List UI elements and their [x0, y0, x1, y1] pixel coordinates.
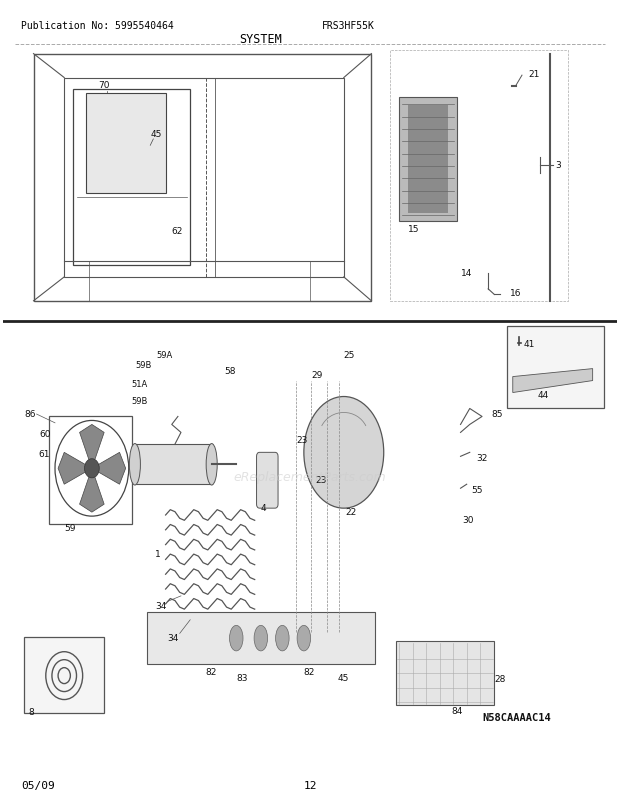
Ellipse shape	[276, 626, 289, 651]
Text: 22: 22	[345, 507, 357, 516]
Text: 29: 29	[311, 370, 322, 379]
Text: 59B: 59B	[132, 396, 148, 405]
Ellipse shape	[254, 626, 268, 651]
Polygon shape	[92, 453, 126, 484]
Text: Publication No: 5995540464: Publication No: 5995540464	[21, 21, 174, 31]
Text: 85: 85	[491, 410, 503, 419]
Text: 45: 45	[338, 673, 349, 682]
Ellipse shape	[304, 397, 384, 508]
Text: 55: 55	[471, 485, 482, 495]
Text: 8: 8	[29, 707, 34, 716]
Text: SYSTEM: SYSTEM	[239, 33, 282, 46]
Text: 59: 59	[64, 523, 76, 532]
Text: 34: 34	[155, 601, 167, 610]
Ellipse shape	[206, 444, 217, 485]
Text: 86: 86	[24, 410, 36, 419]
Text: 45: 45	[150, 130, 162, 139]
Text: 25: 25	[344, 350, 355, 359]
Text: 21: 21	[528, 70, 539, 79]
Text: 82: 82	[304, 667, 315, 676]
FancyBboxPatch shape	[399, 99, 458, 222]
FancyBboxPatch shape	[24, 638, 104, 713]
Text: 82: 82	[206, 667, 217, 676]
FancyBboxPatch shape	[257, 453, 278, 508]
Polygon shape	[79, 468, 104, 512]
Text: 15: 15	[409, 225, 420, 234]
Ellipse shape	[130, 444, 140, 485]
FancyBboxPatch shape	[135, 445, 211, 484]
Text: 4: 4	[261, 503, 267, 512]
Text: N58CAAAAC14: N58CAAAAC14	[482, 712, 551, 722]
Text: 34: 34	[167, 633, 179, 642]
Text: 59B: 59B	[135, 361, 151, 370]
Text: 32: 32	[476, 454, 487, 463]
Text: 62: 62	[172, 227, 183, 236]
Text: 58: 58	[224, 367, 236, 375]
Text: 30: 30	[463, 515, 474, 524]
FancyBboxPatch shape	[409, 107, 448, 214]
Text: 51A: 51A	[132, 379, 148, 389]
Ellipse shape	[297, 626, 311, 651]
Polygon shape	[86, 95, 166, 194]
Text: 60: 60	[40, 429, 51, 438]
FancyBboxPatch shape	[507, 327, 604, 409]
FancyBboxPatch shape	[147, 612, 374, 664]
Polygon shape	[58, 453, 92, 484]
Text: 28: 28	[494, 674, 506, 683]
Text: 44: 44	[538, 390, 549, 399]
Text: eReplacementParts.com: eReplacementParts.com	[234, 470, 386, 483]
Circle shape	[84, 459, 99, 478]
Text: 41: 41	[524, 340, 535, 349]
Polygon shape	[79, 425, 104, 468]
Text: 70: 70	[98, 81, 110, 90]
Text: 84: 84	[451, 707, 463, 715]
Text: 1: 1	[155, 549, 161, 558]
Text: 23: 23	[315, 476, 326, 484]
Text: 59A: 59A	[156, 350, 172, 359]
Text: 05/09: 05/09	[21, 780, 55, 790]
Ellipse shape	[229, 626, 243, 651]
Polygon shape	[513, 369, 593, 393]
Text: FRS3HF55K: FRS3HF55K	[322, 21, 375, 31]
Text: 23: 23	[296, 435, 308, 444]
Text: 3: 3	[556, 160, 562, 170]
Text: 12: 12	[303, 780, 317, 790]
Text: 83: 83	[236, 673, 248, 682]
Text: 14: 14	[461, 268, 472, 277]
FancyBboxPatch shape	[396, 642, 494, 705]
Text: 16: 16	[510, 289, 521, 298]
Text: 61: 61	[38, 450, 50, 459]
